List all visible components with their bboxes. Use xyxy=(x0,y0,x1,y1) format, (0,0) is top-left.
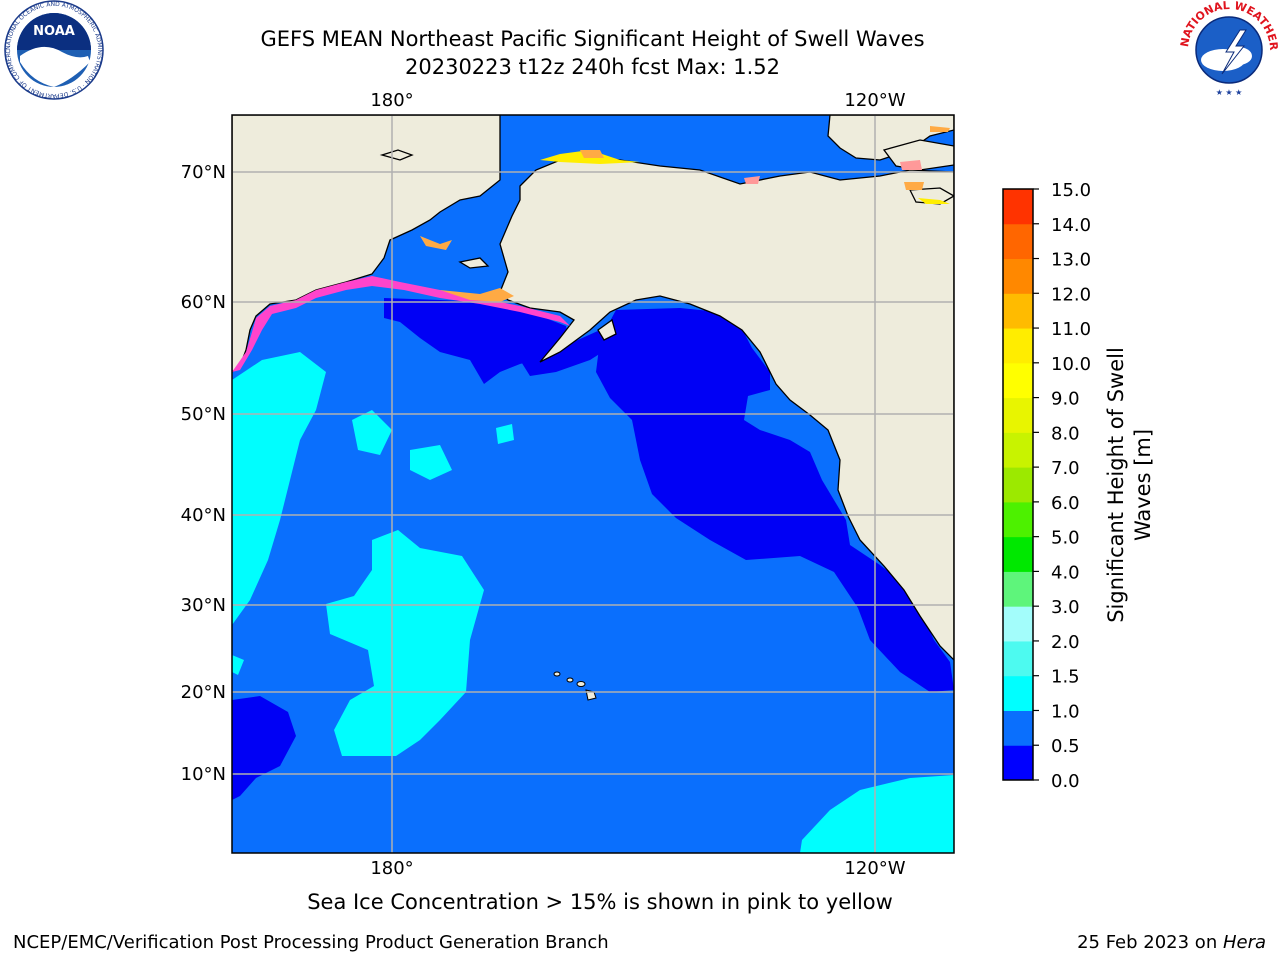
colorbar-tick-label: 6.0 xyxy=(1051,493,1080,514)
lon-label-top: 180° xyxy=(370,90,413,111)
lat-label: 30°N xyxy=(181,595,226,616)
lat-label: 70°N xyxy=(181,162,226,183)
colorbar-tick-label: 15.0 xyxy=(1051,180,1091,201)
lat-label: 60°N xyxy=(181,292,226,313)
svg-text:★ ★ ★: ★ ★ ★ xyxy=(1216,88,1243,97)
colorbar-band xyxy=(1003,640,1033,677)
lat-label: 10°N xyxy=(181,764,226,785)
colorbar-tick-label: 8.0 xyxy=(1051,423,1080,444)
colorbar-band xyxy=(1003,501,1033,538)
swell-band-1-1.5m xyxy=(232,352,954,853)
colorbar-tick-label: 0.0 xyxy=(1051,771,1080,792)
sea-ice-note: Sea Ice Concentration > 15% is shown in … xyxy=(307,890,893,914)
colorbar-tick-label: 7.0 xyxy=(1051,458,1080,479)
noaa-logo: NOAA NATIONAL OCEANIC AND ATMOSPHERIC AD… xyxy=(2,0,104,100)
colorbar-band xyxy=(1003,467,1033,503)
colorbar-tick-label: 10.0 xyxy=(1051,354,1091,375)
colorbar-band xyxy=(1003,432,1033,468)
lon-label-bottom: 180° xyxy=(370,858,413,879)
colorbar-tick-label: 3.0 xyxy=(1051,597,1080,618)
footer-date-text: 25 Feb 2023 on xyxy=(1077,932,1223,953)
colorbar-tick-label: 4.0 xyxy=(1051,562,1080,583)
colorbar-tick-label: 11.0 xyxy=(1051,319,1091,340)
colorbar xyxy=(1002,188,1034,781)
noaa-logo-text: NOAA xyxy=(33,24,75,39)
nws-logo: NATIONAL WEATHER SERVICE ★ ★ ★ xyxy=(1178,0,1280,98)
colorbar-tick-label: 12.0 xyxy=(1051,284,1091,305)
colorbar-band xyxy=(1003,293,1033,329)
chart-subtitle: 20230223 t12z 240h fcst Max: 1.52 xyxy=(405,55,780,79)
colorbar-frame xyxy=(1002,188,1034,781)
colorbar-band xyxy=(1003,189,1033,225)
land-area xyxy=(232,115,954,661)
lon-label-top: 120°W xyxy=(844,90,905,111)
colorbar-ticks: 15.0 14.0 13.0 12.0 11.0 10.0 9.0 8.0 7.0 6.0 5.0 4… xyxy=(1033,180,1091,792)
colorbar-label-line1: Significant Height of Swell xyxy=(1104,347,1128,623)
colorbar-band xyxy=(1003,258,1033,294)
graticule xyxy=(232,115,954,853)
footer-host: Hera xyxy=(1222,932,1266,953)
footer-credit: NCEP/EMC/Verification Post Processing Pr… xyxy=(13,932,609,953)
colorbar-band xyxy=(1003,606,1033,642)
colorbar-band xyxy=(1003,362,1033,399)
colorbar-band xyxy=(1003,745,1033,781)
colorbar-tick-label: 9.0 xyxy=(1051,389,1080,410)
colorbar-band xyxy=(1003,328,1033,364)
colorbar-band xyxy=(1003,571,1033,607)
colorbar-band xyxy=(1003,223,1033,260)
colorbar-tick-label: 14.0 xyxy=(1051,215,1091,236)
colorbar-tick-label: 1.5 xyxy=(1051,667,1080,688)
lat-label: 20°N xyxy=(181,682,226,703)
lat-label: 50°N xyxy=(181,404,226,425)
lon-label-bottom: 120°W xyxy=(844,858,905,879)
colorbar-band xyxy=(1003,397,1033,433)
colorbar-tick-label: 2.0 xyxy=(1051,632,1080,653)
colorbar-tick-label: 13.0 xyxy=(1051,250,1091,271)
colorbar-label-line2: Waves [m] xyxy=(1131,429,1155,541)
map-frame xyxy=(231,114,955,854)
sea-ice xyxy=(232,126,950,372)
colorbar-tick-label: 1.0 xyxy=(1051,701,1080,722)
colorbar-band xyxy=(1003,536,1033,572)
lat-label: 40°N xyxy=(181,505,226,526)
colorbar-tick-label: 5.0 xyxy=(1051,528,1080,549)
footer-date: 25 Feb 2023 on Hera xyxy=(1077,932,1266,953)
colorbar-band xyxy=(1003,675,1033,711)
chart-title: GEFS MEAN Northeast Pacific Significant … xyxy=(260,27,925,51)
colorbar-tick-label: 0.5 xyxy=(1051,736,1080,757)
colorbar-band xyxy=(1003,710,1033,746)
